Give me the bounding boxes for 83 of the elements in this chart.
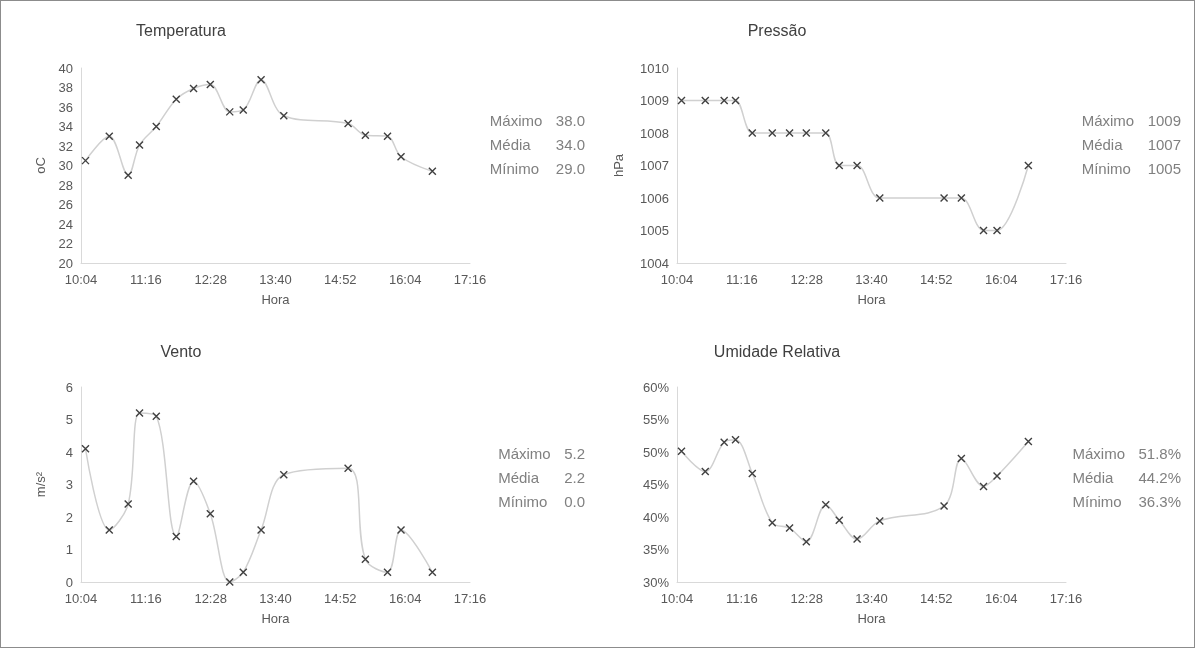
x-tick-label: 16:04	[984, 272, 1018, 287]
y-tick-label: 32	[58, 138, 73, 154]
x-tick-label: 16:04	[388, 591, 422, 606]
y-tick-label: 60%	[642, 379, 670, 395]
x-tick-label: 11:16	[130, 272, 162, 287]
y-tick-label: 26	[58, 197, 73, 212]
x-tick-label: 12:28	[790, 272, 823, 287]
y-tick-label: 1010	[640, 60, 669, 76]
text: Mínimo 29.0	[489, 160, 586, 177]
y-tick-label: 1	[65, 542, 73, 557]
x-tick-label: 10:04	[64, 272, 98, 287]
chart-title: Umidade Relativa	[713, 342, 841, 360]
x-tick-label: 17:16	[1049, 591, 1083, 606]
y-tick-label: 30%	[642, 574, 670, 590]
x-tick-label: 17:16	[453, 591, 487, 606]
y-tick-label: 55%	[642, 412, 670, 427]
x-axis-title: Hora	[261, 292, 291, 307]
y-tick-label: 22	[58, 236, 73, 251]
x-tick-label: 14:52	[920, 272, 953, 287]
chart-title: Pressão	[747, 21, 807, 39]
y-tick-label: 3	[65, 477, 73, 492]
x-tick-label: 13:40	[855, 591, 888, 606]
text: Mínimo 36.3%	[1072, 493, 1182, 510]
y-tick-label: 28	[58, 177, 73, 193]
chart-title: Vento	[160, 342, 202, 360]
y-tick-label: 2	[65, 509, 73, 525]
text: Média 44.2%	[1072, 469, 1182, 486]
x-tick-label: 11:16	[726, 591, 758, 606]
y-tick-label: 4	[65, 444, 73, 460]
text: Média 2.2	[498, 469, 586, 486]
text: Média 34.0	[489, 136, 586, 153]
y-tick-label: 20	[58, 255, 73, 271]
x-tick-label: 17:16	[453, 272, 487, 287]
x-axis-title: Hora	[857, 292, 887, 307]
text: Máximo 5.2	[498, 445, 586, 462]
x-tick-label: 13:40	[259, 591, 292, 606]
text: Mínimo 0.0	[498, 493, 586, 510]
x-tick-label: 13:40	[855, 272, 888, 287]
text: Média 1007	[1081, 136, 1182, 153]
x-tick-label: 13:40	[259, 272, 292, 287]
y-axis-title: hPa	[611, 153, 626, 178]
y-tick-label: 1004	[640, 255, 669, 271]
x-tick-label: 10:04	[660, 272, 694, 287]
y-tick-label: 1005	[640, 223, 669, 238]
chart-title: Temperatura	[136, 21, 227, 39]
y-tick-label: 45%	[642, 477, 670, 492]
x-axis-title: Hora	[857, 611, 887, 626]
y-tick-label: 6	[65, 379, 73, 395]
x-tick-label: 12:28	[194, 591, 227, 606]
x-tick-label: 14:52	[920, 591, 953, 606]
x-tick-label: 12:28	[790, 591, 823, 606]
text: Máximo 1009	[1081, 112, 1182, 129]
y-tick-label: 36	[58, 99, 73, 115]
x-tick-label: 16:04	[984, 591, 1018, 606]
x-tick-label: 10:04	[64, 591, 98, 606]
y-tick-label: 1006	[640, 190, 669, 206]
x-tick-label: 14:52	[324, 591, 357, 606]
y-tick-label: 34	[58, 119, 73, 134]
y-tick-label: 24	[58, 216, 73, 232]
x-tick-label: 14:52	[324, 272, 357, 287]
x-tick-label: 10:04	[660, 591, 694, 606]
text: Máximo 51.8%	[1072, 445, 1182, 462]
y-axis-title: m/s²	[33, 471, 48, 498]
y-tick-label: 35%	[642, 542, 670, 557]
y-tick-label: 5	[65, 412, 73, 427]
y-tick-label: 38	[58, 80, 73, 95]
text: Mínimo 1005	[1081, 160, 1182, 177]
y-tick-label: 1009	[640, 93, 669, 108]
y-tick-label: 40	[58, 60, 73, 76]
y-tick-label: 40%	[642, 509, 670, 525]
text: Máximo 38.0	[489, 112, 586, 129]
x-tick-label: 17:16	[1049, 272, 1083, 287]
x-tick-label: 12:28	[194, 272, 227, 287]
x-tick-label: 11:16	[726, 272, 758, 287]
x-tick-label: 16:04	[388, 272, 422, 287]
x-axis-title: Hora	[261, 611, 291, 626]
y-tick-label: 30	[58, 158, 73, 173]
y-tick-label: 0	[65, 574, 73, 590]
y-axis-title: oC	[33, 157, 48, 174]
y-tick-label: 50%	[642, 444, 670, 460]
x-tick-label: 11:16	[130, 591, 162, 606]
y-tick-label: 1008	[640, 125, 669, 141]
y-tick-label: 1007	[640, 158, 669, 173]
